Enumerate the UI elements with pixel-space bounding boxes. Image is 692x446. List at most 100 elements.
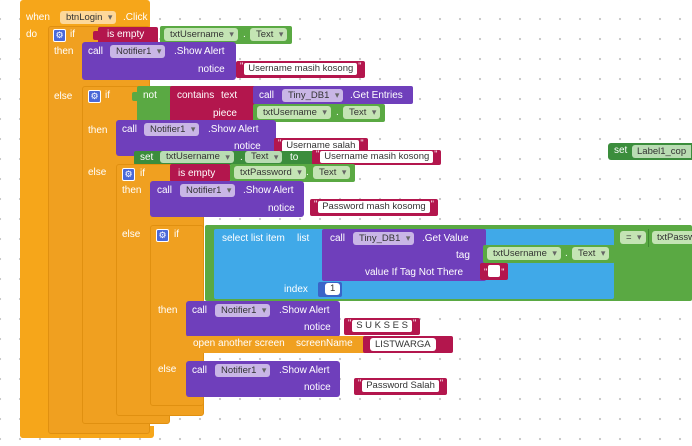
if2-not-connector: [132, 92, 138, 101]
if1-property-dropdown[interactable]: Text: [250, 28, 288, 41]
quote-close-icon: ": [434, 149, 438, 159]
if1-is-empty-block[interactable]: [98, 27, 158, 44]
if1-then-label: then: [54, 46, 74, 57]
quote-close-icon: ": [412, 318, 417, 328]
if2-db-dropdown[interactable]: Tiny_DB1: [282, 89, 344, 102]
if4-else-call-label: call: [192, 365, 208, 376]
if2-set-property-dropdown[interactable]: Text: [245, 151, 283, 163]
if3-message-text-block[interactable]: " Password mash kosomg ": [310, 199, 438, 216]
if2-contains-block[interactable]: [170, 86, 260, 122]
if3-property-dropdown[interactable]: Text: [313, 166, 351, 179]
if1-notice-label: notice: [198, 64, 225, 75]
event-name-label: .Click: [123, 12, 148, 23]
if3-dot: .: [306, 167, 309, 178]
quote-open-icon: ": [316, 149, 320, 159]
if4-tag-property-dropdown[interactable]: Text: [572, 247, 610, 260]
if4-then-message-text-block[interactable]: " S U K S E S ": [344, 318, 421, 335]
if4-default-label: value If Tag Not There: [365, 267, 464, 278]
if2-set-label: set: [140, 152, 154, 163]
if2-set-component-dropdown[interactable]: txtUsername: [160, 151, 234, 163]
if2-if-label: if: [105, 90, 110, 101]
if1-dot: .: [243, 29, 246, 40]
if2-contains-label: contains: [177, 90, 215, 101]
if2-piece-component-dropdown[interactable]: txtUsername: [257, 106, 331, 119]
if3-method-label: .Show Alert: [243, 185, 294, 196]
if3-else-label: else: [122, 229, 141, 240]
if4-else-message-value[interactable]: Password Salah: [362, 380, 439, 392]
if4-tag-component-dropdown[interactable]: txtUsername: [487, 247, 561, 260]
if4-db-dropdown[interactable]: Tiny_DB1: [353, 232, 415, 245]
event-component-dropdown[interactable]: btnLogin: [60, 11, 117, 24]
if1-else-label: else: [54, 91, 73, 102]
if4-index-value[interactable]: 1: [325, 283, 341, 295]
if4-default-value[interactable]: [488, 265, 501, 277]
if3-mutator-gear-icon[interactable]: ⚙: [122, 168, 135, 181]
if4-compare-operator-dropdown[interactable]: =: [620, 231, 646, 244]
if2-get-entries-label: .Get Entries: [350, 90, 403, 101]
if4-tag-dot: .: [565, 248, 568, 259]
if4-if-label: if: [174, 229, 179, 240]
if3-then-label: then: [122, 185, 142, 196]
if4-screen-name-value[interactable]: LISTWARGA: [370, 338, 436, 351]
if2-else-label: else: [88, 167, 107, 178]
if4-then-notice-label: notice: [304, 322, 331, 333]
quote-open-icon: ": [240, 61, 244, 71]
if4-open-screen-label: open another screen: [193, 338, 285, 349]
if3-notice-label: notice: [268, 203, 295, 214]
if1-message-text-block[interactable]: " Username masih kosong ": [236, 61, 366, 78]
stray-set-component-dropdown[interactable]: Label1_cop: [632, 145, 692, 158]
if4-else-notifier-dropdown[interactable]: Notifier1: [215, 364, 271, 377]
if2-set-value-text-block[interactable]: " Username masih kosong ": [312, 149, 442, 165]
if4-then-method-label: .Show Alert: [279, 305, 330, 316]
if2-method-label: .Show Alert: [208, 124, 259, 135]
if1-is-empty-connector: [93, 31, 99, 40]
if1-mutator-gear-icon[interactable]: ⚙: [53, 29, 66, 42]
if2-set-value[interactable]: Username masih kosong: [320, 151, 434, 163]
if2-then-label: then: [88, 125, 108, 136]
if4-else-notice-label: notice: [304, 382, 331, 393]
if4-mutator-gear-icon[interactable]: ⚙: [156, 229, 169, 242]
if2-piece-property-dropdown[interactable]: Text: [343, 106, 381, 119]
if4-then-message-value[interactable]: S U K S E S: [352, 320, 412, 332]
if3-call-label: call: [157, 185, 173, 196]
if4-screen-name-label: screenName: [296, 338, 353, 349]
if1-notifier-dropdown[interactable]: Notifier1: [110, 45, 166, 58]
if1-message-value[interactable]: Username masih kosong: [244, 63, 358, 75]
if3-is-empty-block[interactable]: [170, 164, 230, 182]
if4-else-label: else: [158, 364, 177, 375]
if2-notifier-dropdown[interactable]: Notifier1: [144, 123, 200, 136]
quote-close-icon: ": [360, 138, 364, 148]
if4-else-message-text-block[interactable]: " Password Salah ": [354, 378, 448, 395]
if1-is-empty-label: is empty: [107, 29, 145, 40]
if1-component-dropdown[interactable]: txtUsername: [164, 28, 238, 41]
if4-list-label: list: [297, 233, 310, 244]
if2-mutator-gear-icon[interactable]: ⚙: [88, 90, 101, 103]
if3-message-value[interactable]: Password mash kosomg: [318, 201, 430, 213]
if2-piece-dot: .: [336, 107, 339, 118]
if2-call-label: call: [259, 90, 275, 101]
if2-message-value[interactable]: Username salah: [282, 140, 360, 152]
quote-close-icon: ": [430, 199, 434, 209]
if2-call-notifier-label: call: [122, 124, 138, 135]
if3-if-label: if: [140, 168, 145, 179]
if1-method-label: .Show Alert: [174, 46, 225, 57]
if1-call-label: call: [88, 46, 104, 57]
if2-not-label: not: [143, 90, 157, 101]
event-when-label: when: [26, 12, 50, 23]
if4-then-notifier-dropdown[interactable]: Notifier1: [215, 304, 271, 317]
if4-compare-right-value[interactable]: txtPassw: [652, 231, 692, 244]
if3-is-empty-label: is empty: [178, 168, 216, 179]
if3-notifier-dropdown[interactable]: Notifier1: [180, 184, 236, 197]
if4-index-label: index: [284, 284, 308, 295]
if3-component-dropdown[interactable]: txtPassword: [234, 166, 306, 179]
if2-notice-label: notice: [234, 141, 261, 152]
quote-open-icon: ": [484, 267, 488, 277]
if2-not-block[interactable]: [137, 86, 175, 122]
if4-else-method-label: .Show Alert: [279, 365, 330, 376]
if4-default-text-block[interactable]: " ": [480, 263, 509, 280]
quote-open-icon: ": [278, 138, 282, 148]
if4-select-list-item-label: select list item: [222, 233, 285, 244]
stray-set-label: set: [614, 145, 628, 156]
quote-close-icon: ": [358, 61, 362, 71]
event-do-label: do: [26, 29, 38, 40]
